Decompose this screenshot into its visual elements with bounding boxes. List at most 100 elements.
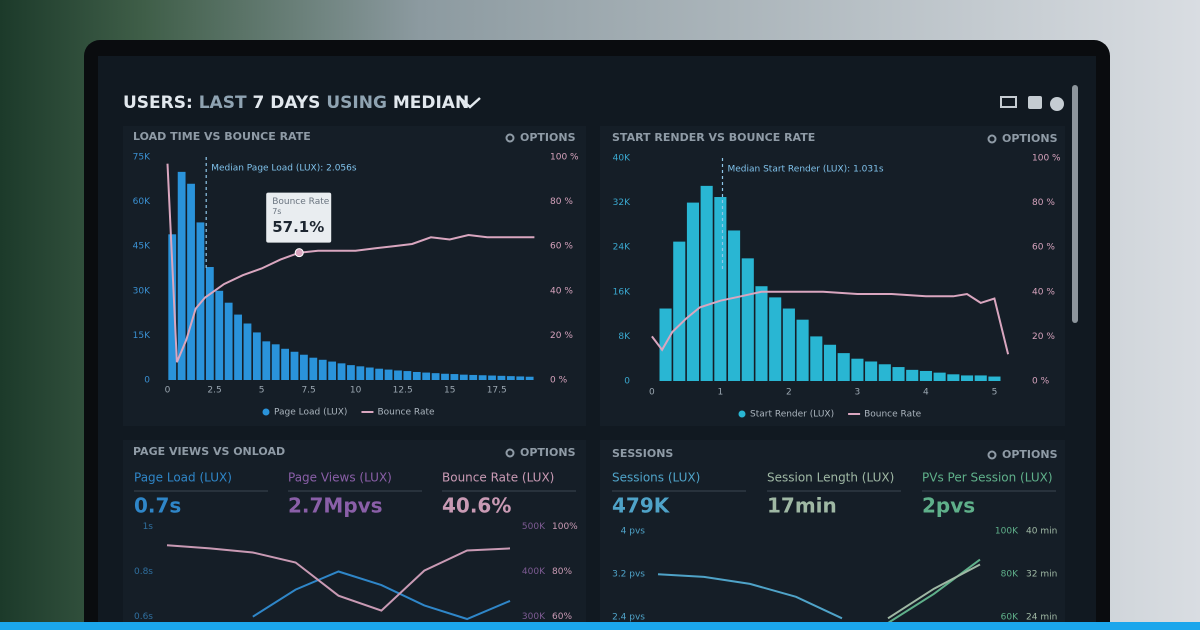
histogram-bar (252, 332, 261, 380)
x-tick-label: 12.5 (393, 386, 413, 396)
histogram-bar (851, 358, 864, 381)
histogram-bar (506, 376, 515, 380)
histogram-bar (403, 371, 412, 380)
y2-tick-label: 300K (522, 612, 546, 622)
title-part[interactable]: 7 DAYS (252, 93, 320, 113)
scrollbar[interactable] (1072, 85, 1078, 323)
histogram-bar (384, 369, 393, 380)
x-tick-label: 3 (855, 388, 861, 398)
histogram-bar (290, 351, 299, 380)
y-tick-label: 60K (133, 197, 151, 207)
y2-tick-label: 60 % (1032, 243, 1055, 253)
panel-title: PAGE VIEWS VS ONLOAD (133, 445, 285, 458)
histogram-bar (205, 267, 214, 380)
title-part[interactable]: MEDIAN (393, 93, 469, 113)
histogram-bar (823, 344, 837, 381)
y-tick-label: 1s (143, 522, 154, 532)
tooltip-title: Bounce Rate (272, 197, 330, 207)
x-tick-label: 1 (718, 388, 724, 398)
metric-value: 2.7Mpvs (288, 494, 383, 518)
series-line (166, 163, 535, 363)
histogram-bar (673, 241, 686, 381)
metric-value: 479K (612, 494, 671, 518)
histogram-bar (947, 374, 960, 381)
monitor-icon[interactable] (1000, 96, 1017, 108)
histogram-bar (215, 290, 224, 380)
hover-point (294, 248, 304, 258)
histogram-bar (516, 376, 525, 380)
series-line (657, 573, 843, 620)
metric-value: 17min (767, 494, 837, 518)
y2-tick-label: 40 % (550, 286, 573, 296)
histogram-bar (281, 348, 290, 380)
options-button[interactable]: OPTIONS (520, 446, 576, 459)
options-button[interactable]: OPTIONS (1002, 448, 1058, 461)
metric-label: Page Load (LUX) (134, 471, 232, 485)
panel-background (123, 440, 586, 630)
series-line (252, 570, 511, 621)
series-line (651, 290, 1010, 355)
gear-icon[interactable] (987, 134, 997, 144)
metric-label: Bounce Rate (LUX) (442, 471, 554, 485)
histogram-bar (347, 365, 355, 380)
x-tick-label: 4 (923, 388, 929, 398)
metric-value: 2pvs (922, 494, 975, 518)
tooltip (266, 192, 332, 243)
options-button[interactable]: OPTIONS (1002, 132, 1058, 145)
histogram-bar (782, 308, 795, 381)
gear-icon[interactable] (987, 450, 997, 460)
panel-background (600, 440, 1065, 630)
histogram-bar (356, 366, 365, 380)
histogram-bar (728, 230, 741, 381)
dropdown-chevron[interactable] (459, 97, 481, 109)
x-tick-label: 0 (165, 386, 171, 396)
metric-label: Sessions (LUX) (612, 471, 700, 485)
gear-icon[interactable] (505, 133, 515, 143)
panel: START RENDER VS BOUNCE RATE OPTIONS 0 8K 16K… (600, 126, 1065, 426)
title-part[interactable]: LAST (199, 93, 247, 113)
y2-tick-label: 0 % (550, 376, 568, 386)
legend-label[interactable]: Bounce Rate (864, 410, 922, 420)
histogram-bar (328, 361, 337, 380)
panel-title: START RENDER VS BOUNCE RATE (612, 131, 815, 144)
y2-tick-label: 60 % (550, 242, 573, 252)
metric-label: Page Views (LUX) (288, 471, 392, 485)
x-tick-label: 5 (992, 388, 998, 398)
histogram-bar (906, 369, 919, 381)
legend-label[interactable]: Page Load (LUX) (274, 408, 347, 418)
histogram-bar (243, 323, 252, 380)
y-tick-label: 16K (613, 287, 631, 297)
y-tick-label: 0.8s (134, 567, 153, 577)
legend-label[interactable]: Start Render (LUX) (750, 410, 834, 420)
y-tick-label: 75K (133, 153, 151, 163)
histogram-bar (469, 374, 478, 380)
share-icon[interactable] (1028, 96, 1042, 109)
y2-tick-label: 20 % (550, 331, 573, 341)
options-button[interactable]: OPTIONS (520, 131, 576, 144)
y2-tick-label: 0 % (1032, 377, 1050, 387)
legend-label[interactable]: Bounce Rate (377, 408, 435, 418)
y-tick-label: 24K (613, 243, 631, 253)
y-tick-label: 15K (133, 331, 151, 341)
series-line (166, 544, 511, 612)
histogram-bar (796, 319, 809, 381)
histogram-bar (168, 234, 177, 380)
gear-icon[interactable] (505, 448, 515, 458)
histogram-bar (459, 374, 468, 380)
metric-value: 0.7s (134, 494, 181, 518)
plot-area (166, 163, 535, 380)
help-icon[interactable] (1050, 97, 1064, 111)
histogram-bar (892, 367, 905, 381)
histogram-bar (497, 375, 506, 380)
histogram-bar (422, 372, 431, 380)
tooltip-value: 57.1% (272, 218, 324, 236)
x-tick-label: 10 (350, 386, 362, 396)
histogram-bar (919, 370, 932, 381)
y-tick-label: 0 (624, 377, 630, 387)
dashboard-title: USERS: LAST 7 DAYS USING MEDIAN (123, 93, 469, 113)
histogram-bar (741, 258, 754, 381)
panel-title: LOAD TIME VS BOUNCE RATE (133, 130, 311, 143)
histogram-bar (318, 359, 327, 380)
tooltip-x: 7s (272, 207, 281, 216)
y2-tick-label: 80 % (1032, 198, 1055, 208)
